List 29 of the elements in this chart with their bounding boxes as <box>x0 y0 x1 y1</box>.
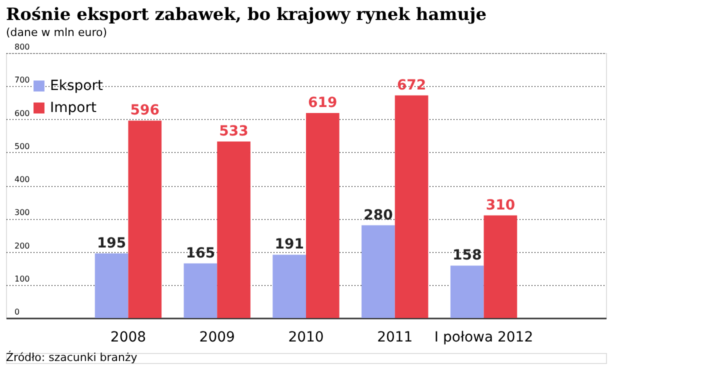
data-label: 158 <box>452 248 482 264</box>
data-label: 533 <box>219 123 248 140</box>
y-tick-label: 0 <box>14 308 20 316</box>
x-tick-label: 2011 <box>377 330 413 346</box>
data-label: 195 <box>96 235 126 252</box>
legend-label: Import <box>50 100 97 116</box>
x-tick-label: I połowa 2012 <box>434 330 534 346</box>
chart-title: Rośnie eksport zabawek, bo krajowy rynek hamuje <box>6 5 487 25</box>
data-label: 596 <box>130 102 160 119</box>
x-tick-label: 2009 <box>199 330 235 346</box>
data-label: 280 <box>364 207 394 224</box>
data-label: 619 <box>308 94 338 111</box>
y-tick-label: 800 <box>14 42 30 52</box>
legend-label: Eksport <box>50 78 104 94</box>
data-label: 672 <box>396 77 426 94</box>
x-tick-label: 2008 <box>110 330 146 346</box>
x-tick-label: 2010 <box>288 330 324 346</box>
text: Źródło: szacunki branży <box>6 350 138 364</box>
y-tick-label: 200 <box>14 241 30 250</box>
y-tick-label: 300 <box>14 208 30 218</box>
y-tick-label: 500 <box>14 142 30 151</box>
data-label: 191 <box>274 236 304 253</box>
y-tick-label: 600 <box>14 108 30 118</box>
chart-subtitle: (dane w mln euro) <box>6 26 108 39</box>
y-tick-label: 400 <box>14 175 30 184</box>
y-tick-label: 700 <box>14 76 30 85</box>
data-label: 310 <box>486 197 516 214</box>
y-tick-label: 100 <box>14 274 30 284</box>
data-label: 165 <box>186 245 216 262</box>
